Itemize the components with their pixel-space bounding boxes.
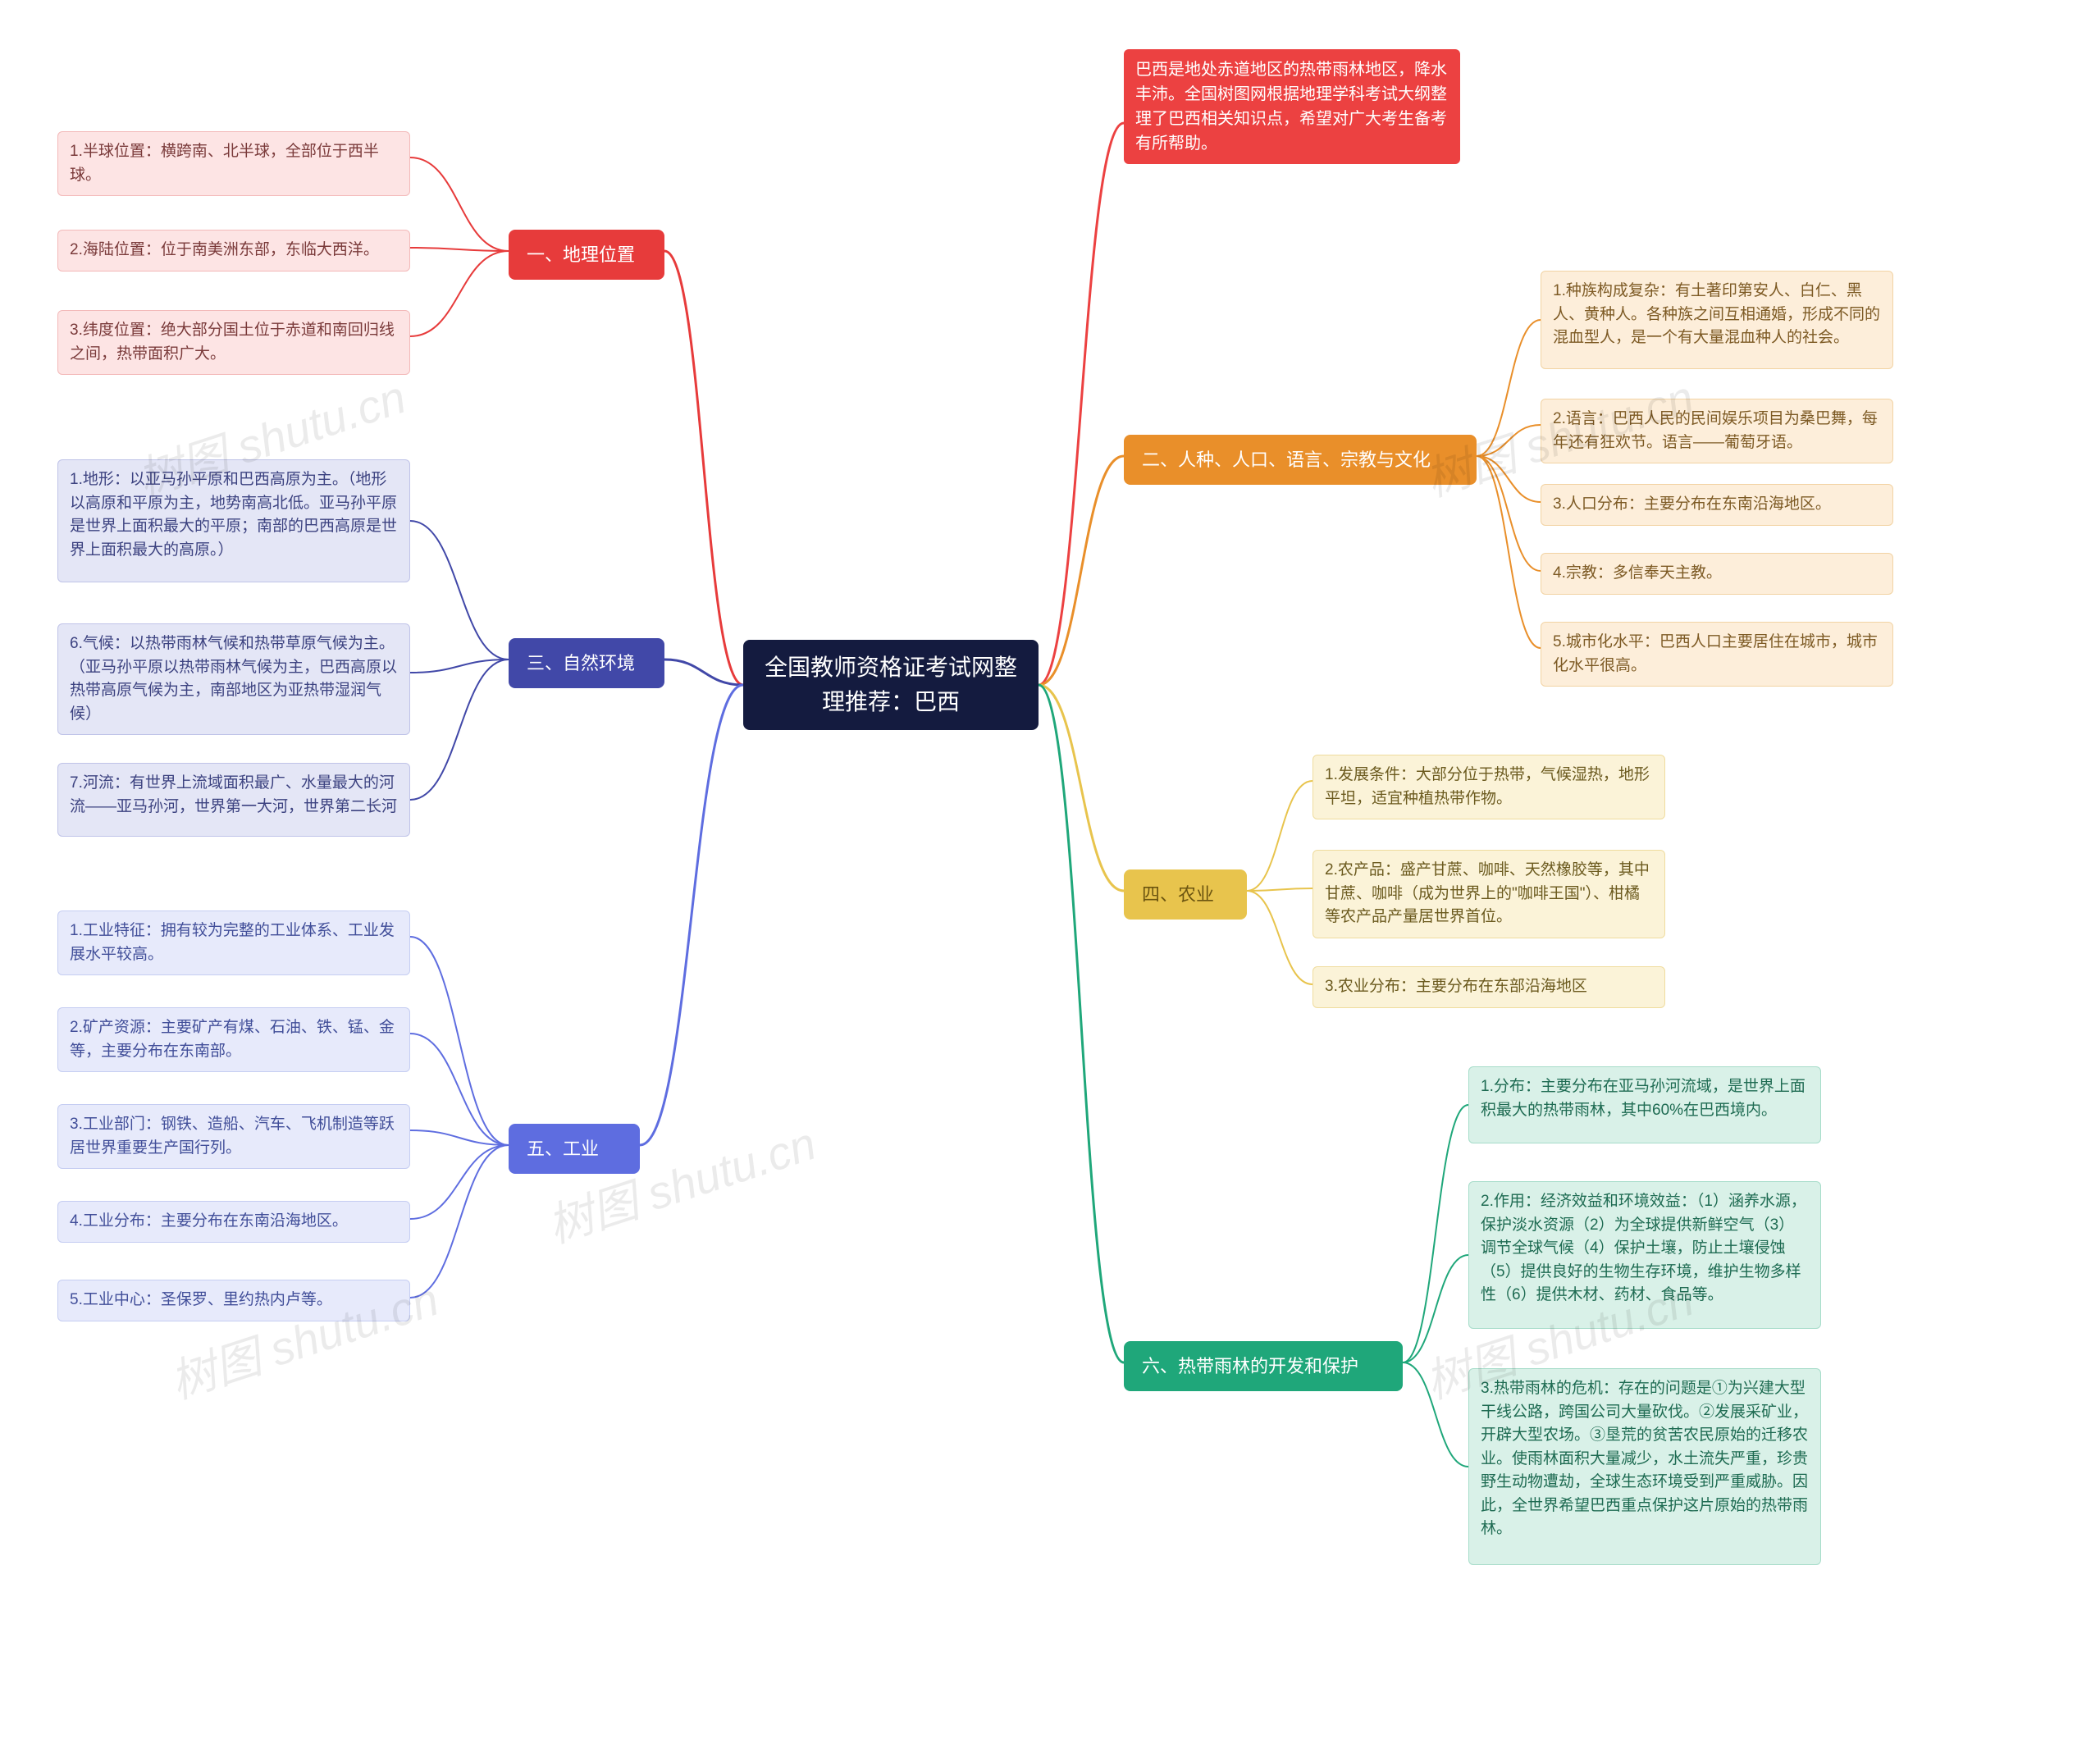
leaf-b5-2: 3.工业部门：钢铁、造船、汽车、飞机制造等跃居世界重要生产国行列。 bbox=[57, 1104, 410, 1169]
leaf-b1-1: 2.海陆位置：位于南美洲东部，东临大西洋。 bbox=[57, 230, 410, 272]
branch-b3: 三、自然环境 bbox=[509, 638, 664, 688]
leaf-b3-0: 1.地形：以亚马孙平原和巴西高原为主。（地形以高原和平原为主，地势南高北低。亚马… bbox=[57, 459, 410, 582]
branch-b4: 四、农业 bbox=[1124, 869, 1247, 920]
leaf-b6-2: 3.热带雨林的危机：存在的问题是①为兴建大型干线公路，跨国公司大量砍伐。②发展采… bbox=[1468, 1368, 1821, 1565]
branch-b6: 六、热带雨林的开发和保护 bbox=[1124, 1341, 1403, 1391]
branch-b2: 二、人种、人口、语言、宗教与文化 bbox=[1124, 435, 1477, 485]
branch-b1: 一、地理位置 bbox=[509, 230, 664, 280]
leaf-b5-4: 5.工业中心：圣保罗、里约热内卢等。 bbox=[57, 1280, 410, 1321]
leaf-b4-0: 1.发展条件：大部分位于热带，气候湿热，地形平坦，适宜种植热带作物。 bbox=[1312, 755, 1665, 819]
center-node: 全国教师资格证考试网整理推荐：巴西 bbox=[743, 640, 1039, 730]
leaf-b2-1: 2.语言：巴西人民的民间娱乐项目为桑巴舞，每年还有狂欢节。语言——葡萄牙语。 bbox=[1541, 399, 1893, 463]
leaf-b5-1: 2.矿产资源：主要矿产有煤、石油、铁、锰、金等，主要分布在东南部。 bbox=[57, 1007, 410, 1072]
leaf-b2-2: 3.人口分布：主要分布在东南沿海地区。 bbox=[1541, 484, 1893, 526]
leaf-b5-3: 4.工业分布：主要分布在东南沿海地区。 bbox=[57, 1201, 410, 1243]
leaf-b4-2: 3.农业分布：主要分布在东部沿海地区 bbox=[1312, 966, 1665, 1008]
branch-b5: 五、工业 bbox=[509, 1124, 640, 1174]
leaf-b5-0: 1.工业特征：拥有较为完整的工业体系、工业发展水平较高。 bbox=[57, 911, 410, 975]
leaf-b6-1: 2.作用：经济效益和环境效益：（1）涵养水源，保护淡水资源（2）为全球提供新鲜空… bbox=[1468, 1181, 1821, 1329]
leaf-b2-3: 4.宗教：多信奉天主教。 bbox=[1541, 553, 1893, 595]
leaf-b4-1: 2.农产品：盛产甘蔗、咖啡、天然橡胶等，其中甘蔗、咖啡（成为世界上的"咖啡王国"… bbox=[1312, 850, 1665, 938]
intro-node: 巴西是地处赤道地区的热带雨林地区，降水丰沛。全国树图网根据地理学科考试大纲整理了… bbox=[1124, 49, 1460, 164]
leaf-b1-0: 1.半球位置：横跨南、北半球，全部位于西半球。 bbox=[57, 131, 410, 196]
leaf-b3-2: 7.河流：有世界上流域面积最广、水量最大的河流——亚马孙河，世界第一大河，世界第… bbox=[57, 763, 410, 837]
leaf-b6-0: 1.分布：主要分布在亚马孙河流域，是世界上面积最大的热带雨林，其中60%在巴西境… bbox=[1468, 1066, 1821, 1143]
leaf-b2-0: 1.种族构成复杂：有土著印第安人、白仁、黑人、黄种人。各种族之间互相通婚，形成不… bbox=[1541, 271, 1893, 369]
leaf-b1-2: 3.纬度位置：绝大部分国土位于赤道和南回归线之间，热带面积广大。 bbox=[57, 310, 410, 375]
leaf-b2-4: 5.城市化水平：巴西人口主要居住在城市，城市化水平很高。 bbox=[1541, 622, 1893, 687]
leaf-b3-1: 6.气候：以热带雨林气候和热带草原气候为主。（亚马孙平原以热带雨林气候为主，巴西… bbox=[57, 623, 410, 735]
